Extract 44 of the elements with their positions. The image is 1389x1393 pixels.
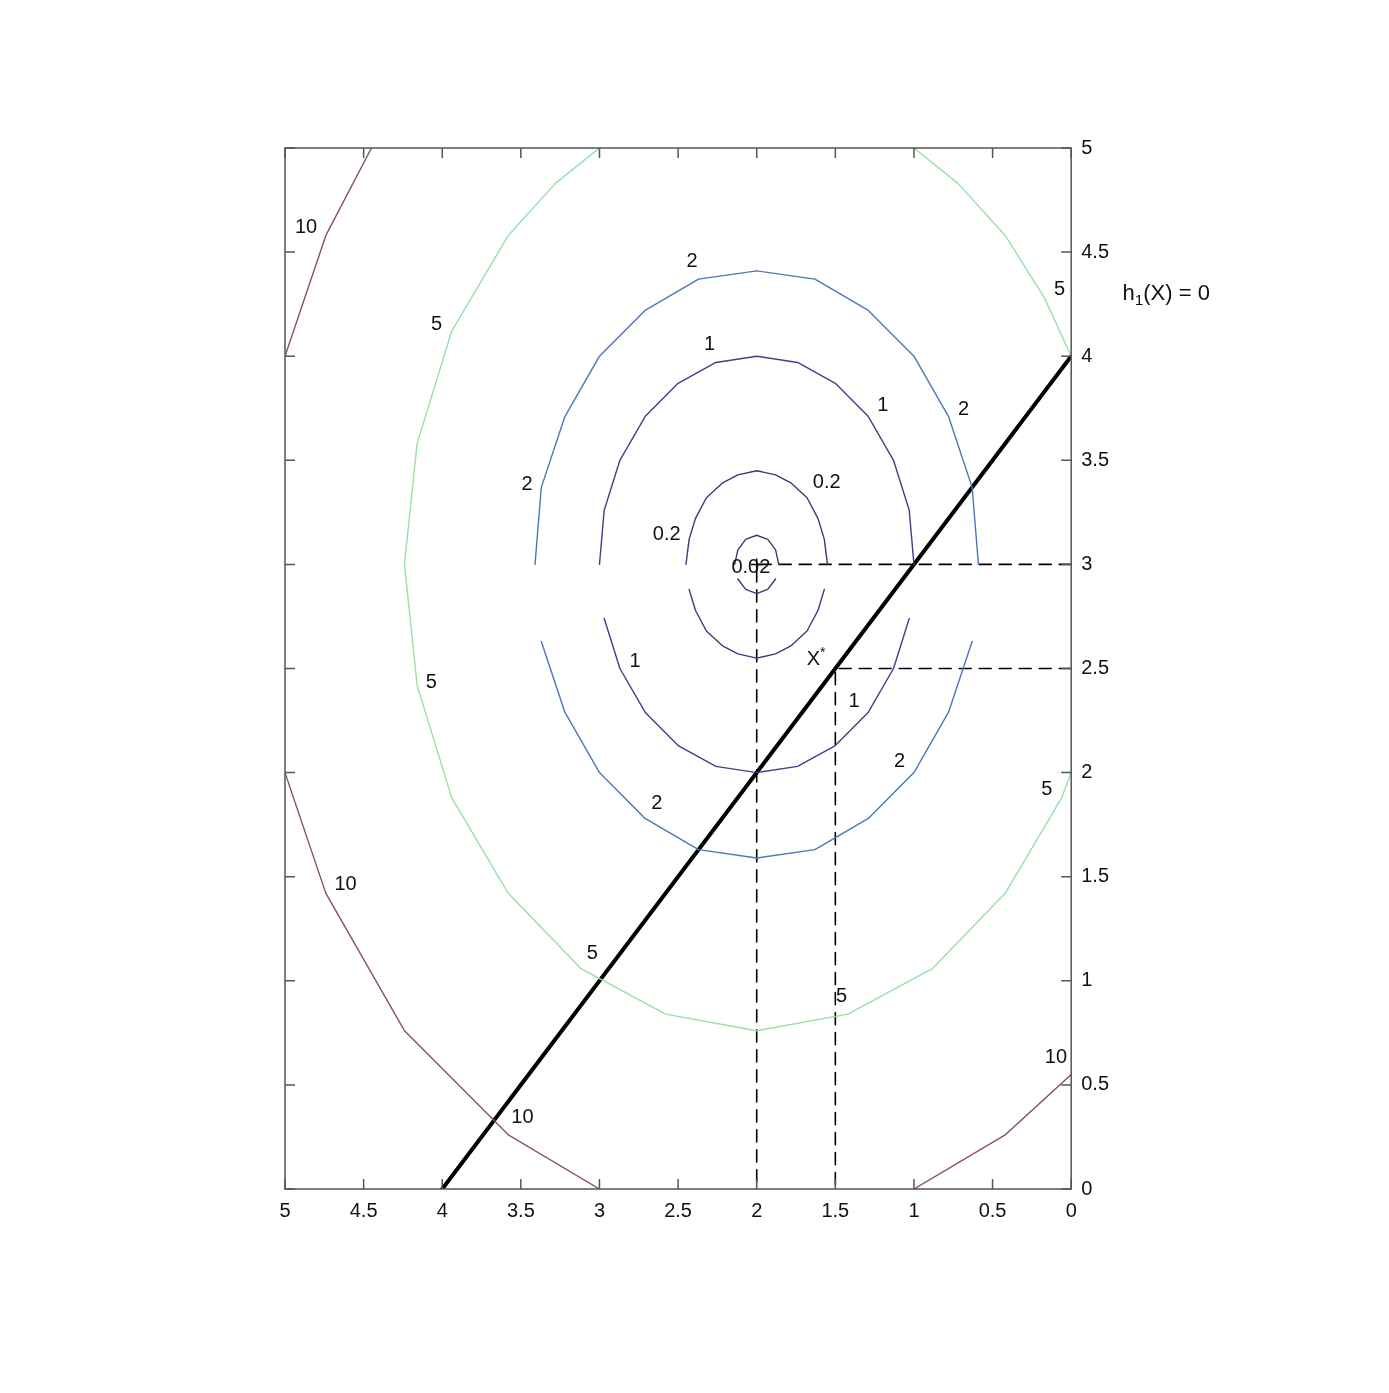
x-tick-label: 4 <box>436 1198 448 1221</box>
annotation: 1 <box>629 649 641 672</box>
annotation: 5 <box>835 983 848 1006</box>
annotation: 2 <box>893 749 906 772</box>
x-tick-label: 1 <box>908 1198 920 1221</box>
y-tick-label: 0.5 <box>1081 1072 1110 1095</box>
x-tick-label: 0.5 <box>978 1198 1007 1221</box>
annotation: 5 <box>586 940 598 963</box>
annotation: X* <box>806 643 827 670</box>
annotation: 5 <box>430 312 443 335</box>
annotation: 0.2 <box>812 470 841 493</box>
annotation: 2 <box>686 248 698 271</box>
annotation: 1 <box>848 688 860 711</box>
x-tick-label: 1.5 <box>821 1198 850 1221</box>
x-tick-label: 3.5 <box>506 1198 535 1221</box>
y-tick-label: 1 <box>1081 968 1093 991</box>
y-tick-label: 0 <box>1081 1176 1093 1199</box>
annotation: 2 <box>958 397 970 420</box>
y-tick-label: 2.5 <box>1081 656 1110 679</box>
annotation: 1 <box>877 393 889 416</box>
y-tick-label: 4.5 <box>1081 239 1110 262</box>
annotation: 10 <box>511 1104 534 1127</box>
x-tick-label: 4.5 <box>349 1198 378 1221</box>
y-tick-label: 1.5 <box>1081 864 1110 887</box>
x-tick-label: 2 <box>751 1198 763 1221</box>
y-tick-label: 5 <box>1081 135 1093 158</box>
annotation: 5 <box>1041 776 1053 799</box>
annotation: 10 <box>334 871 357 894</box>
annotation: 2 <box>521 471 533 494</box>
x-tick-label: 2.5 <box>664 1198 692 1221</box>
annotation: 2 <box>651 790 663 813</box>
y-tick-label: 3.5 <box>1081 447 1110 470</box>
x-tick-label: 3 <box>593 1198 606 1221</box>
x-tick-label: 5 <box>279 1198 291 1221</box>
y-tick-label: 2 <box>1081 760 1093 783</box>
annotation: 0.2 <box>652 522 681 545</box>
y-tick-label: 3 <box>1081 551 1093 574</box>
x-tick-label: 0 <box>1065 1198 1077 1221</box>
annotation: 10 <box>294 214 318 237</box>
annotation: 5 <box>1053 277 1066 300</box>
annotation: 1 <box>704 331 716 354</box>
y-tick-label: 4 <box>1081 343 1093 366</box>
annotation: 5 <box>425 669 437 692</box>
annotation: 10 <box>1044 1045 1068 1068</box>
